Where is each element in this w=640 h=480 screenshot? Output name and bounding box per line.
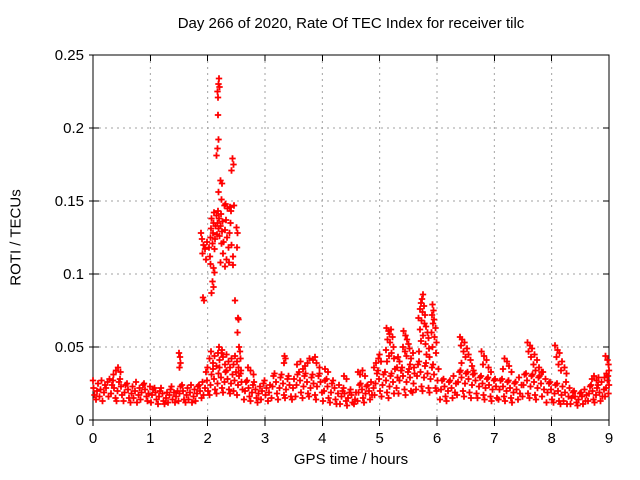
y-tick-label: 0.1 [63,266,84,283]
x-tick-label: 8 [547,430,555,447]
y-tick-label: 0.2 [63,120,84,137]
x-tick-label: 7 [490,430,498,447]
x-tick-label: 5 [375,430,383,447]
data-points [89,75,613,409]
x-tick-label: 3 [261,430,269,447]
y-tick-label: 0.05 [55,339,84,356]
y-tick-label: 0 [76,412,84,429]
x-tick-label: 9 [605,430,613,447]
y-tick-label: 0.25 [55,47,84,64]
x-tick-label: 4 [318,430,326,447]
chart-title: Day 266 of 2020, Rate Of TEC Index for r… [177,15,525,32]
plot-border [92,54,610,421]
x-tick-label: 1 [146,430,154,447]
x-tick-label: 2 [203,430,211,447]
y-tick-label: 0.15 [55,193,84,210]
x-tick-label: 6 [433,430,441,447]
x-tick-label: 0 [89,430,97,447]
x-axis-label: GPS time / hours [293,451,409,468]
